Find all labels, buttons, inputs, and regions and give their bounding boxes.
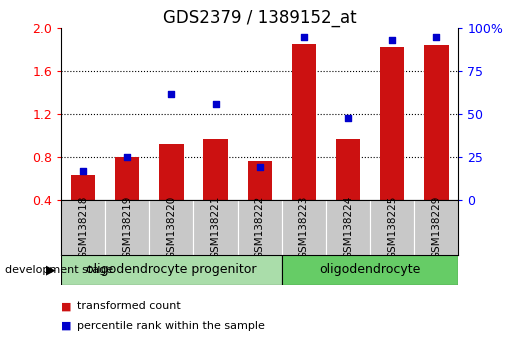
Bar [414, 200, 458, 255]
Bar [159, 144, 183, 200]
Point [79, 168, 87, 174]
Text: GSM138223: GSM138223 [299, 196, 309, 259]
Point [123, 154, 131, 160]
Bar [61, 255, 282, 285]
Bar [105, 200, 149, 255]
Bar [115, 157, 139, 200]
Text: GSM138218: GSM138218 [78, 196, 88, 259]
Bar [424, 46, 448, 200]
Point [167, 91, 175, 96]
Bar [61, 200, 105, 255]
Text: ■: ■ [61, 321, 72, 331]
Bar [380, 47, 404, 200]
Text: GSM138229: GSM138229 [431, 196, 441, 259]
Text: GSM138219: GSM138219 [122, 196, 132, 259]
Bar [71, 175, 95, 200]
Bar [248, 161, 272, 200]
Title: GDS2379 / 1389152_at: GDS2379 / 1389152_at [163, 9, 357, 27]
Text: GSM138220: GSM138220 [166, 196, 176, 259]
Text: percentile rank within the sample: percentile rank within the sample [77, 321, 264, 331]
Bar [336, 139, 360, 200]
Text: oligodendrocyte progenitor: oligodendrocyte progenitor [86, 263, 257, 276]
Text: GSM138221: GSM138221 [210, 196, 220, 259]
Text: ■: ■ [61, 301, 72, 311]
Point [211, 101, 220, 107]
Text: oligodendrocyte: oligodendrocyte [320, 263, 421, 276]
Bar [149, 200, 193, 255]
Text: GSM138222: GSM138222 [255, 196, 264, 259]
Bar [282, 255, 458, 285]
Bar [370, 200, 414, 255]
Bar [237, 200, 282, 255]
Bar [204, 139, 228, 200]
Bar [326, 200, 370, 255]
Text: GSM138225: GSM138225 [387, 196, 397, 259]
Point [299, 34, 308, 40]
Point [432, 34, 440, 40]
Bar [193, 200, 237, 255]
Text: ▶: ▶ [46, 263, 56, 276]
Bar [282, 200, 326, 255]
Point [388, 38, 396, 43]
Text: transformed count: transformed count [77, 301, 181, 311]
Point [255, 165, 264, 170]
Point [344, 115, 352, 120]
Text: development stage: development stage [5, 265, 113, 275]
Text: GSM138224: GSM138224 [343, 196, 353, 259]
Bar [292, 44, 316, 200]
